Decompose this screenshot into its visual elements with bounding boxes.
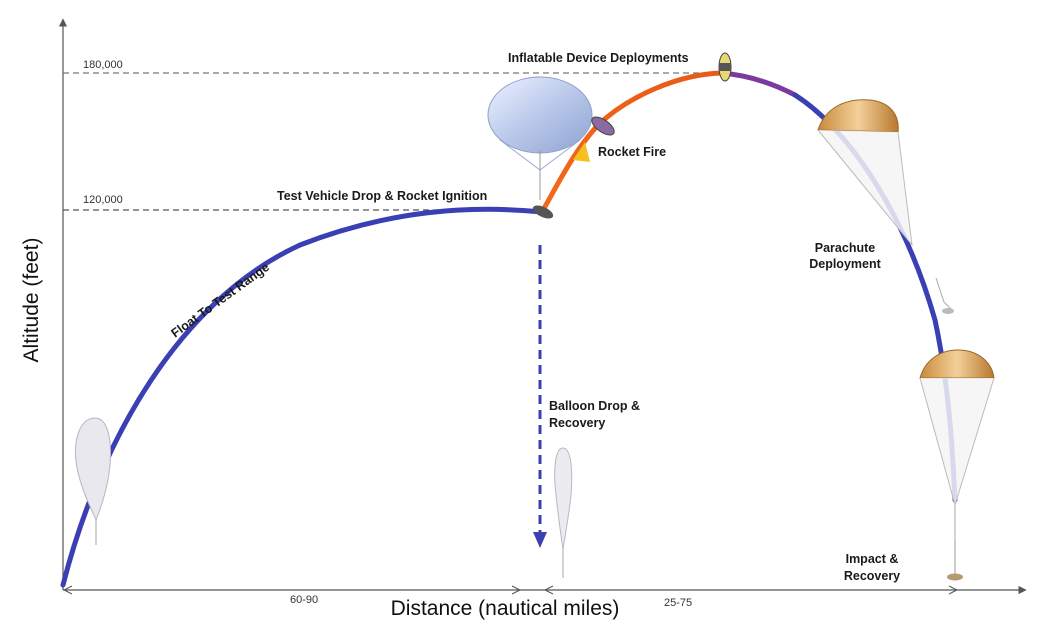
float-label: Float To Test Range <box>169 260 272 340</box>
impact-label-line1: Impact & <box>846 552 899 566</box>
landed-vehicle-icon <box>947 540 963 581</box>
balloon-drop-arrowhead <box>533 532 547 548</box>
launch-balloon-icon <box>75 417 111 545</box>
range-label-1: 60-90 <box>290 594 318 606</box>
rocket-flame-icon <box>573 142 590 162</box>
range-label-2: 25-75 <box>664 597 692 609</box>
high-altitude-balloon-icon <box>487 76 593 200</box>
float-trajectory <box>60 206 545 588</box>
rocket-fire-label: Rocket Fire <box>598 145 666 159</box>
tick-120k: 120,000 <box>83 194 123 206</box>
coast-trajectory <box>719 70 798 98</box>
inflatable-label: Inflatable Device Deployments <box>508 51 689 65</box>
balloon-drop-label-line2: Recovery <box>549 416 605 430</box>
parachute-deployment-1-icon <box>817 99 954 314</box>
parachute-label-line2: Deployment <box>809 257 881 271</box>
balloon-drop-label-line1: Balloon Drop & <box>549 399 640 413</box>
impact-label-line2: Recovery <box>844 569 900 583</box>
x-axis-title: Distance (nautical miles) <box>391 597 620 620</box>
parachute-label-line1: Parachute <box>815 241 875 255</box>
y-axis-title: Altitude (feet) <box>20 238 43 363</box>
recovered-balloon-icon <box>554 447 573 578</box>
drop-label: Test Vehicle Drop & Rocket Ignition <box>277 189 487 203</box>
tick-180k: 180,000 <box>83 59 123 71</box>
rocket-vehicle-icon <box>591 116 615 136</box>
test-vehicle-icon <box>532 205 554 219</box>
inflatable-device-icon <box>718 52 732 82</box>
parachute-deployment-2-icon <box>919 349 995 540</box>
